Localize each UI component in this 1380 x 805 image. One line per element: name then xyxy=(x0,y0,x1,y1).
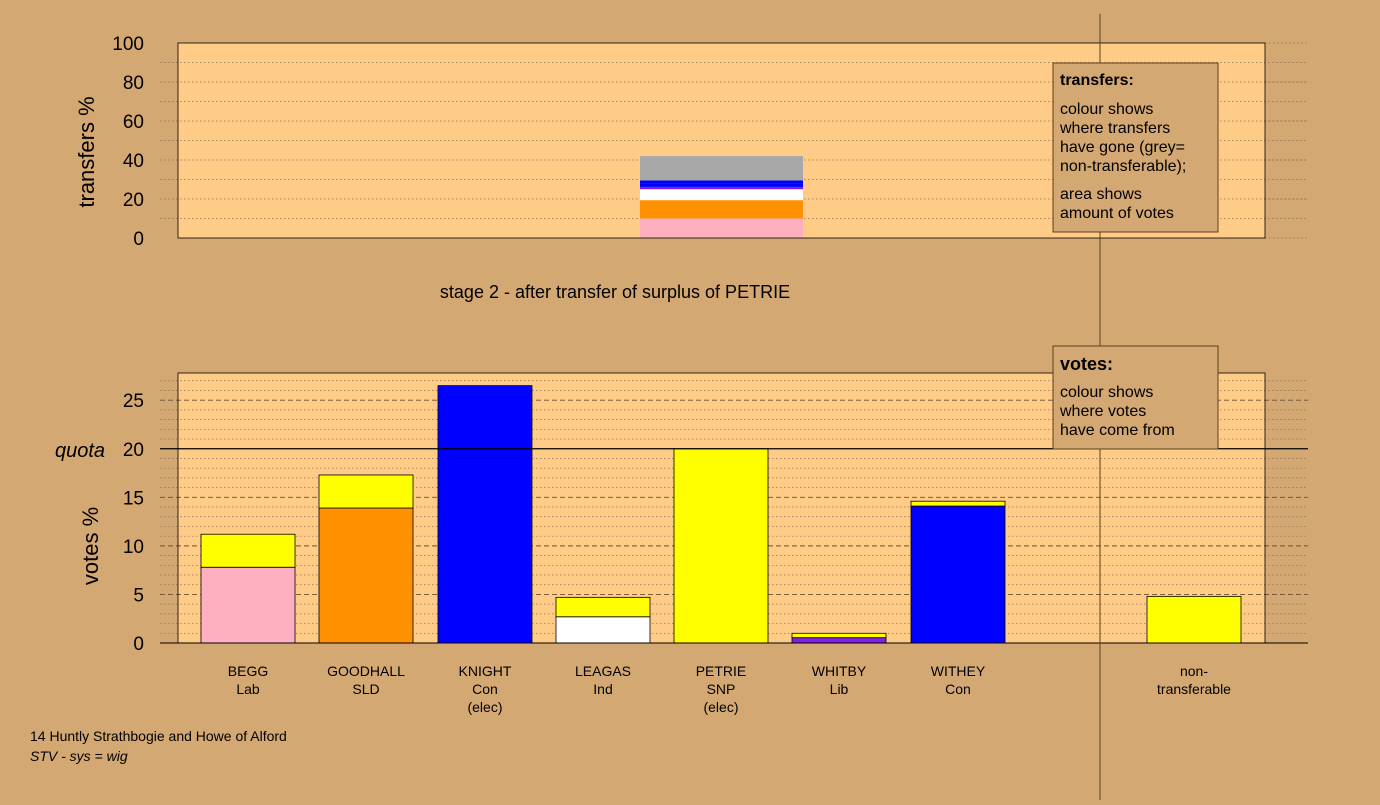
votes-legend-line: have come from xyxy=(1060,422,1175,439)
candidate-label-line: BEGG xyxy=(228,663,268,679)
y-tick-label: 10 xyxy=(123,537,144,558)
candidate-label-line: WHITBY xyxy=(812,663,867,679)
y-tick-label: 15 xyxy=(123,488,144,509)
vote-bar-transfer xyxy=(791,632,887,639)
candidate-label-line: GOODHALL xyxy=(327,663,405,679)
vote-bar-first-preferences xyxy=(673,448,769,644)
quota-label: quota xyxy=(55,440,105,462)
bottom-y-axis-label: votes % xyxy=(78,507,103,585)
transfer-segment xyxy=(640,186,803,190)
vote-bar-transfer xyxy=(910,500,1006,507)
y-tick-label: 5 xyxy=(133,585,144,606)
transfer-segment xyxy=(640,218,803,238)
vote-bar-transfer xyxy=(555,596,651,618)
candidate-label-line: Lab xyxy=(236,681,260,697)
y-tick-label: 20 xyxy=(123,440,144,461)
candidate-label-line: Lib xyxy=(830,681,849,697)
transfer-stack xyxy=(640,156,803,238)
votes-legend-title: votes: xyxy=(1060,354,1113,374)
vote-bar-transfer xyxy=(200,533,296,568)
vote-bar-transfer xyxy=(318,474,414,509)
transfers-legend-line: non-transferable); xyxy=(1060,158,1186,175)
candidate-label-line: Con xyxy=(472,681,498,697)
transfers-legend: transfers: colour shows where transfers … xyxy=(1052,62,1219,233)
votes-legend: votes: colour shows where votes have com… xyxy=(1052,345,1219,450)
top-y-ticks: 0 20 40 60 80 100 xyxy=(112,34,144,250)
bottom-y-ticks: 0 5 10 15 20 25 xyxy=(123,391,144,655)
transfers-legend-line: where transfers xyxy=(1059,120,1170,137)
candidate-label-line: SLD xyxy=(352,681,379,697)
transfer-segment xyxy=(640,183,803,187)
votes-legend-line: colour shows xyxy=(1060,384,1153,401)
transfers-legend-line: have gone (grey= xyxy=(1060,139,1185,156)
transfer-segment xyxy=(640,180,803,184)
vote-bars xyxy=(200,385,1242,644)
vote-bar-first-preferences xyxy=(437,385,533,644)
top-y-axis-label: transfers % xyxy=(74,96,99,207)
candidate-label-line: transferable xyxy=(1157,681,1231,697)
votes-legend-line: where votes xyxy=(1059,403,1146,420)
y-tick-label: 20 xyxy=(123,190,144,211)
transfers-legend-box xyxy=(1052,62,1219,233)
system-label: STV - sys = wig xyxy=(30,748,128,764)
candidate-label-line: Ind xyxy=(593,681,612,697)
transfers-legend-title: transfers: xyxy=(1060,72,1134,89)
transfer-segment xyxy=(640,189,803,201)
candidate-label-line: (elec) xyxy=(467,699,502,715)
candidate-label-line: (elec) xyxy=(703,699,738,715)
candidate-label-line: KNIGHT xyxy=(459,663,512,679)
transfers-legend-line: colour shows xyxy=(1060,101,1153,118)
stage-label: stage 2 - after transfer of surplus of P… xyxy=(440,282,790,302)
transfer-segment xyxy=(640,200,803,219)
vote-bar-first-preferences xyxy=(791,637,887,644)
y-tick-label: 100 xyxy=(112,34,144,55)
transfers-legend-line: area shows xyxy=(1060,186,1142,203)
vote-bar-first-preferences xyxy=(910,505,1006,644)
constituency-label: 14 Huntly Strathbogie and Howe of Alford xyxy=(30,728,287,744)
candidate-labels: BEGG Lab GOODHALL SLD KNIGHT Con (elec) LEAGAS I… xyxy=(228,663,1231,715)
transfer-segment xyxy=(640,156,803,181)
candidate-label-line: LEAGAS xyxy=(575,663,631,679)
y-tick-label: 0 xyxy=(133,229,144,250)
vote-bar-first-preferences xyxy=(200,566,296,644)
candidate-label-line: Con xyxy=(945,681,971,697)
vote-bar-first-preferences xyxy=(555,616,651,644)
candidate-label-line: PETRIE xyxy=(696,663,747,679)
candidate-label-line: SNP xyxy=(707,681,736,697)
y-tick-label: 25 xyxy=(123,391,144,412)
transfers-legend-line: amount of votes xyxy=(1060,205,1174,222)
y-tick-label: 60 xyxy=(123,112,144,133)
votes-legend-box xyxy=(1052,345,1219,450)
y-tick-label: 40 xyxy=(123,151,144,172)
candidate-label-line: WITHEY xyxy=(931,663,986,679)
top-plot-frame xyxy=(177,42,1266,239)
y-tick-label: 80 xyxy=(123,73,144,94)
candidate-label-line: non- xyxy=(1180,663,1208,679)
y-tick-label: 0 xyxy=(133,634,144,655)
vote-bar-first-preferences xyxy=(318,507,414,644)
vote-bar-transfer xyxy=(1146,595,1242,644)
